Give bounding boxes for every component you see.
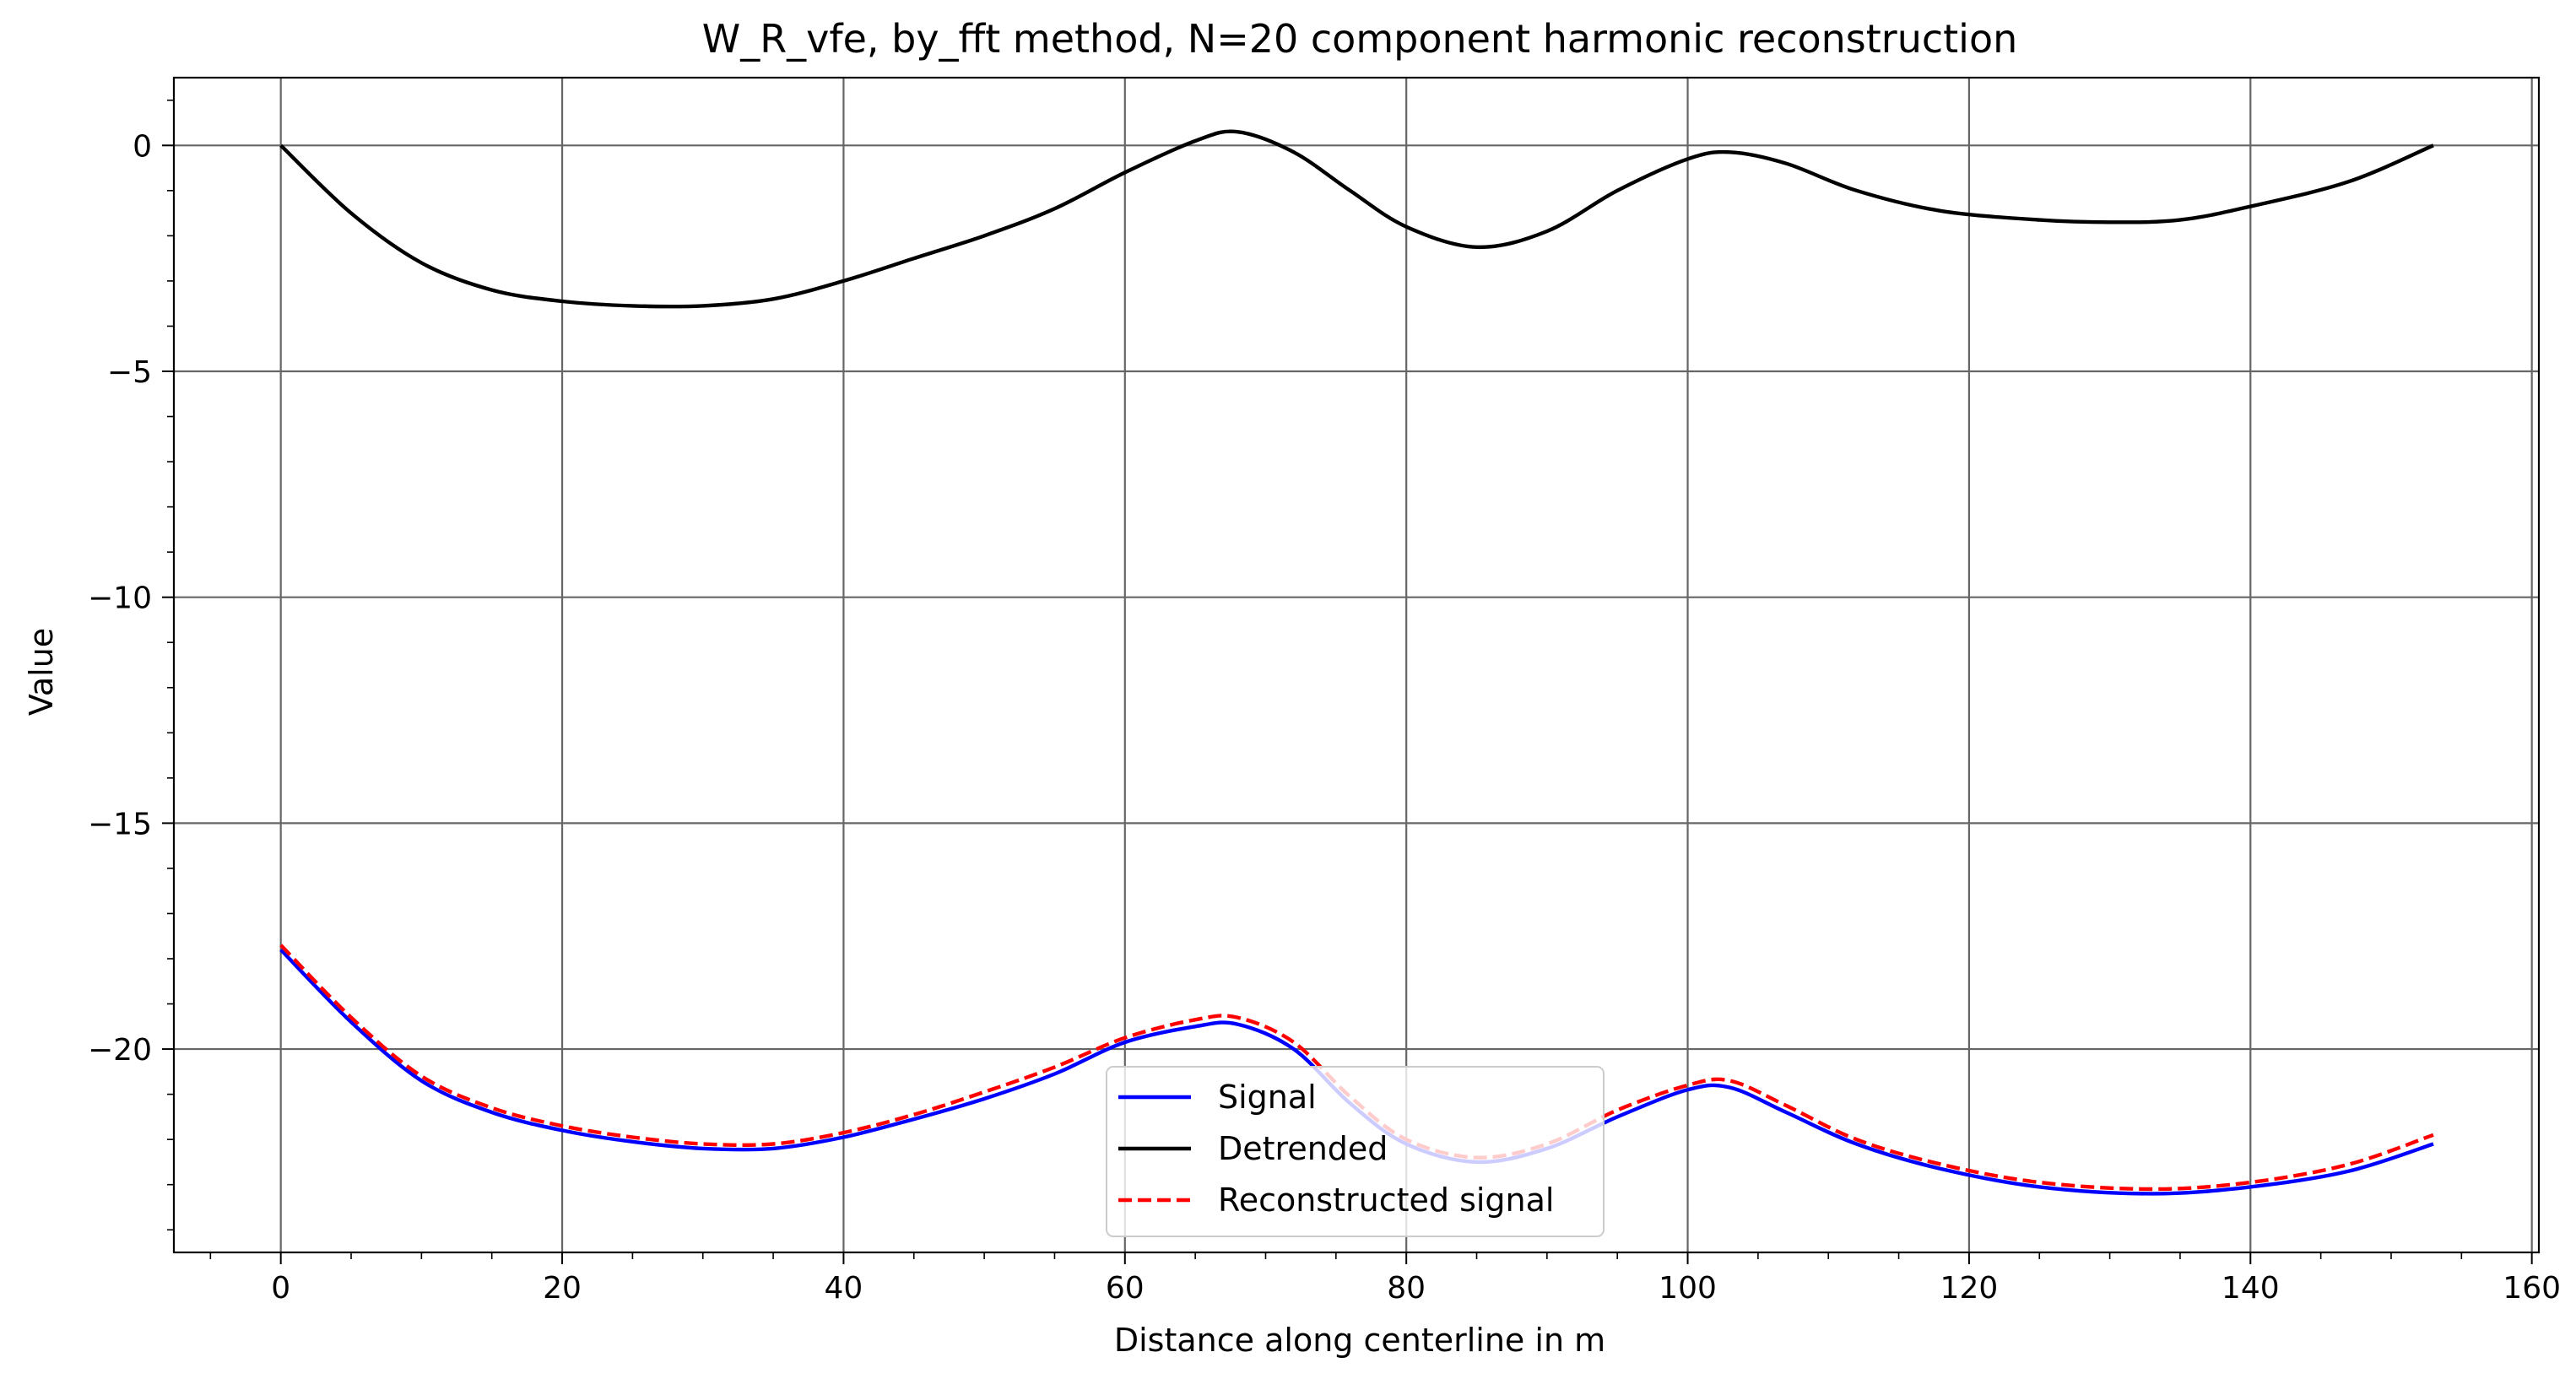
chart-title: W_R_vfe, by_fft method, N=20 component h…	[702, 16, 2018, 62]
legend-label: Reconstructed signal	[1218, 1182, 1554, 1219]
x-tick-label: 0	[271, 1271, 290, 1306]
x-axis-title: Distance along centerline in m	[1114, 1322, 1605, 1359]
x-tick-label: 160	[2503, 1271, 2561, 1306]
x-tick-label: 40	[825, 1271, 863, 1306]
legend-box	[1106, 1066, 1605, 1237]
x-tick-label: 140	[2222, 1271, 2280, 1306]
x-tick-label: 20	[543, 1271, 582, 1306]
plot-series	[279, 129, 2434, 1196]
legend-entries: Signal Detrended Reconstructed signal	[1118, 1079, 1554, 1219]
y-tick-label: 0	[133, 129, 152, 164]
plot-frame	[172, 76, 2541, 1254]
y-tick-label: −15	[88, 807, 152, 841]
y-tick-label: −5	[107, 355, 152, 390]
x-tick-label: 100	[1659, 1271, 1717, 1306]
x-tick-label: 120	[1940, 1271, 1999, 1306]
legend-label: Detrended	[1218, 1130, 1388, 1167]
axis-ticks	[162, 99, 2533, 1264]
x-tick-label: 60	[1106, 1271, 1145, 1306]
y-tick-labels: 0 −5 −10 −15 −20	[88, 129, 152, 1068]
y-axis-title: Value	[23, 628, 60, 716]
legend: Signal Detrended Reconstructed signal	[1106, 1066, 1605, 1237]
y-tick-label: −20	[88, 1033, 152, 1068]
grid	[174, 78, 2539, 1252]
y-tick-label: −10	[88, 581, 152, 616]
x-tick-label: 80	[1387, 1271, 1426, 1306]
series-line-detrended	[279, 129, 2434, 309]
series-line-signal	[279, 948, 2434, 1196]
legend-label: Signal	[1218, 1079, 1317, 1116]
series-line-reconstructed-signal	[279, 944, 2434, 1192]
x-tick-labels: 0 20 40 60 80 100 120 140 160	[271, 1271, 2561, 1306]
